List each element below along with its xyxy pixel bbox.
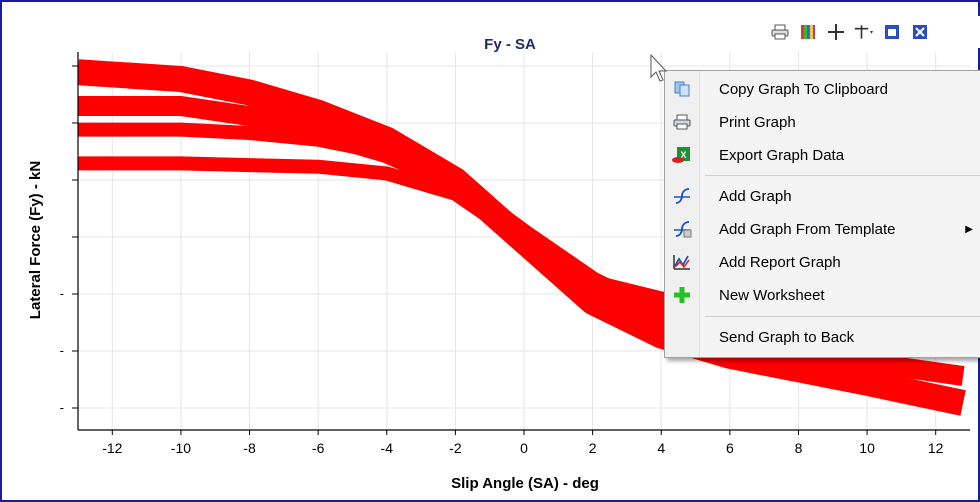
y-tick-label: - — [60, 286, 64, 301]
x-tick-label: -8 — [243, 440, 256, 456]
menu-item-label: Export Graph Data — [719, 146, 845, 164]
x-tick-label: -2 — [449, 440, 462, 456]
menu-item-label: Add Report Graph — [719, 253, 841, 271]
printer-icon[interactable] — [770, 22, 790, 42]
copy-icon — [665, 80, 699, 98]
report-graph-icon — [665, 253, 699, 271]
graph-toolbar — [770, 16, 980, 48]
menu-item-copy-graph[interactable]: Copy Graph To Clipboard — [665, 74, 980, 104]
y-axis-label: Lateral Force (Fy) - kN — [27, 161, 44, 319]
svg-text:X: X — [680, 150, 686, 160]
palette-icon[interactable] — [798, 22, 818, 42]
menu-item-label: Print Graph — [719, 113, 796, 131]
x-tick-label: 2 — [589, 440, 597, 456]
x-tick-label: -12 — [102, 440, 122, 456]
close-icon[interactable] — [910, 22, 930, 42]
x-tick-label: 12 — [928, 440, 944, 456]
x-axis-label: Slip Angle (SA) - deg — [451, 475, 599, 492]
x-tick-label: -4 — [381, 440, 394, 456]
template-graph-icon — [665, 220, 699, 238]
menu-separator — [705, 175, 980, 176]
excel-icon: X — [665, 146, 699, 164]
menu-item-label: Add Graph — [719, 187, 792, 205]
context-menu: Copy Graph To Clipboard Print Graph X Ex… — [664, 70, 980, 358]
pointer-icon[interactable] — [854, 22, 874, 42]
chevron-right-icon: ▶ — [965, 223, 973, 235]
menu-item-new-worksheet[interactable]: New Worksheet — [665, 280, 980, 310]
x-tick-label: 8 — [795, 440, 803, 456]
menu-item-add-graph[interactable]: Add Graph — [665, 181, 980, 211]
plus-icon — [665, 286, 699, 304]
mouse-cursor-icon — [650, 54, 668, 82]
menu-item-label: New Worksheet — [719, 286, 825, 304]
menu-item-export-graph-data[interactable]: X Export Graph Data — [665, 140, 980, 170]
printer-icon — [665, 114, 699, 130]
menu-item-label: Send Graph to Back — [719, 328, 855, 346]
menu-item-add-report-graph[interactable]: Add Report Graph — [665, 247, 980, 277]
x-tick-label: 4 — [657, 440, 665, 456]
menu-item-add-graph-from-template[interactable]: Add Graph From Template ▶ — [665, 214, 980, 244]
menu-separator — [705, 316, 980, 317]
crosshair-icon[interactable] — [826, 22, 846, 42]
menu-item-print-graph[interactable]: Print Graph — [665, 107, 980, 137]
x-tick-label: -10 — [171, 440, 191, 456]
menu-item-label: Copy Graph To Clipboard — [719, 80, 888, 98]
x-tick-label: 6 — [726, 440, 734, 456]
y-tick-label: - — [60, 400, 64, 415]
add-graph-icon — [665, 187, 699, 205]
x-tick-label: 0 — [520, 440, 528, 456]
x-tick-label: 10 — [859, 440, 875, 456]
menu-item-send-graph-to-back[interactable]: Send Graph to Back — [665, 322, 980, 352]
x-tick-label: -6 — [312, 440, 325, 456]
y-tick-label: - — [60, 343, 64, 358]
graph-title: Fy - SA — [484, 36, 536, 53]
axes: -12 -10 -8 -6 -4 -2 0 2 4 6 8 10 12 - - - — [60, 52, 970, 456]
maximize-icon[interactable] — [882, 22, 902, 42]
menu-item-label: Add Graph From Template — [719, 220, 896, 238]
